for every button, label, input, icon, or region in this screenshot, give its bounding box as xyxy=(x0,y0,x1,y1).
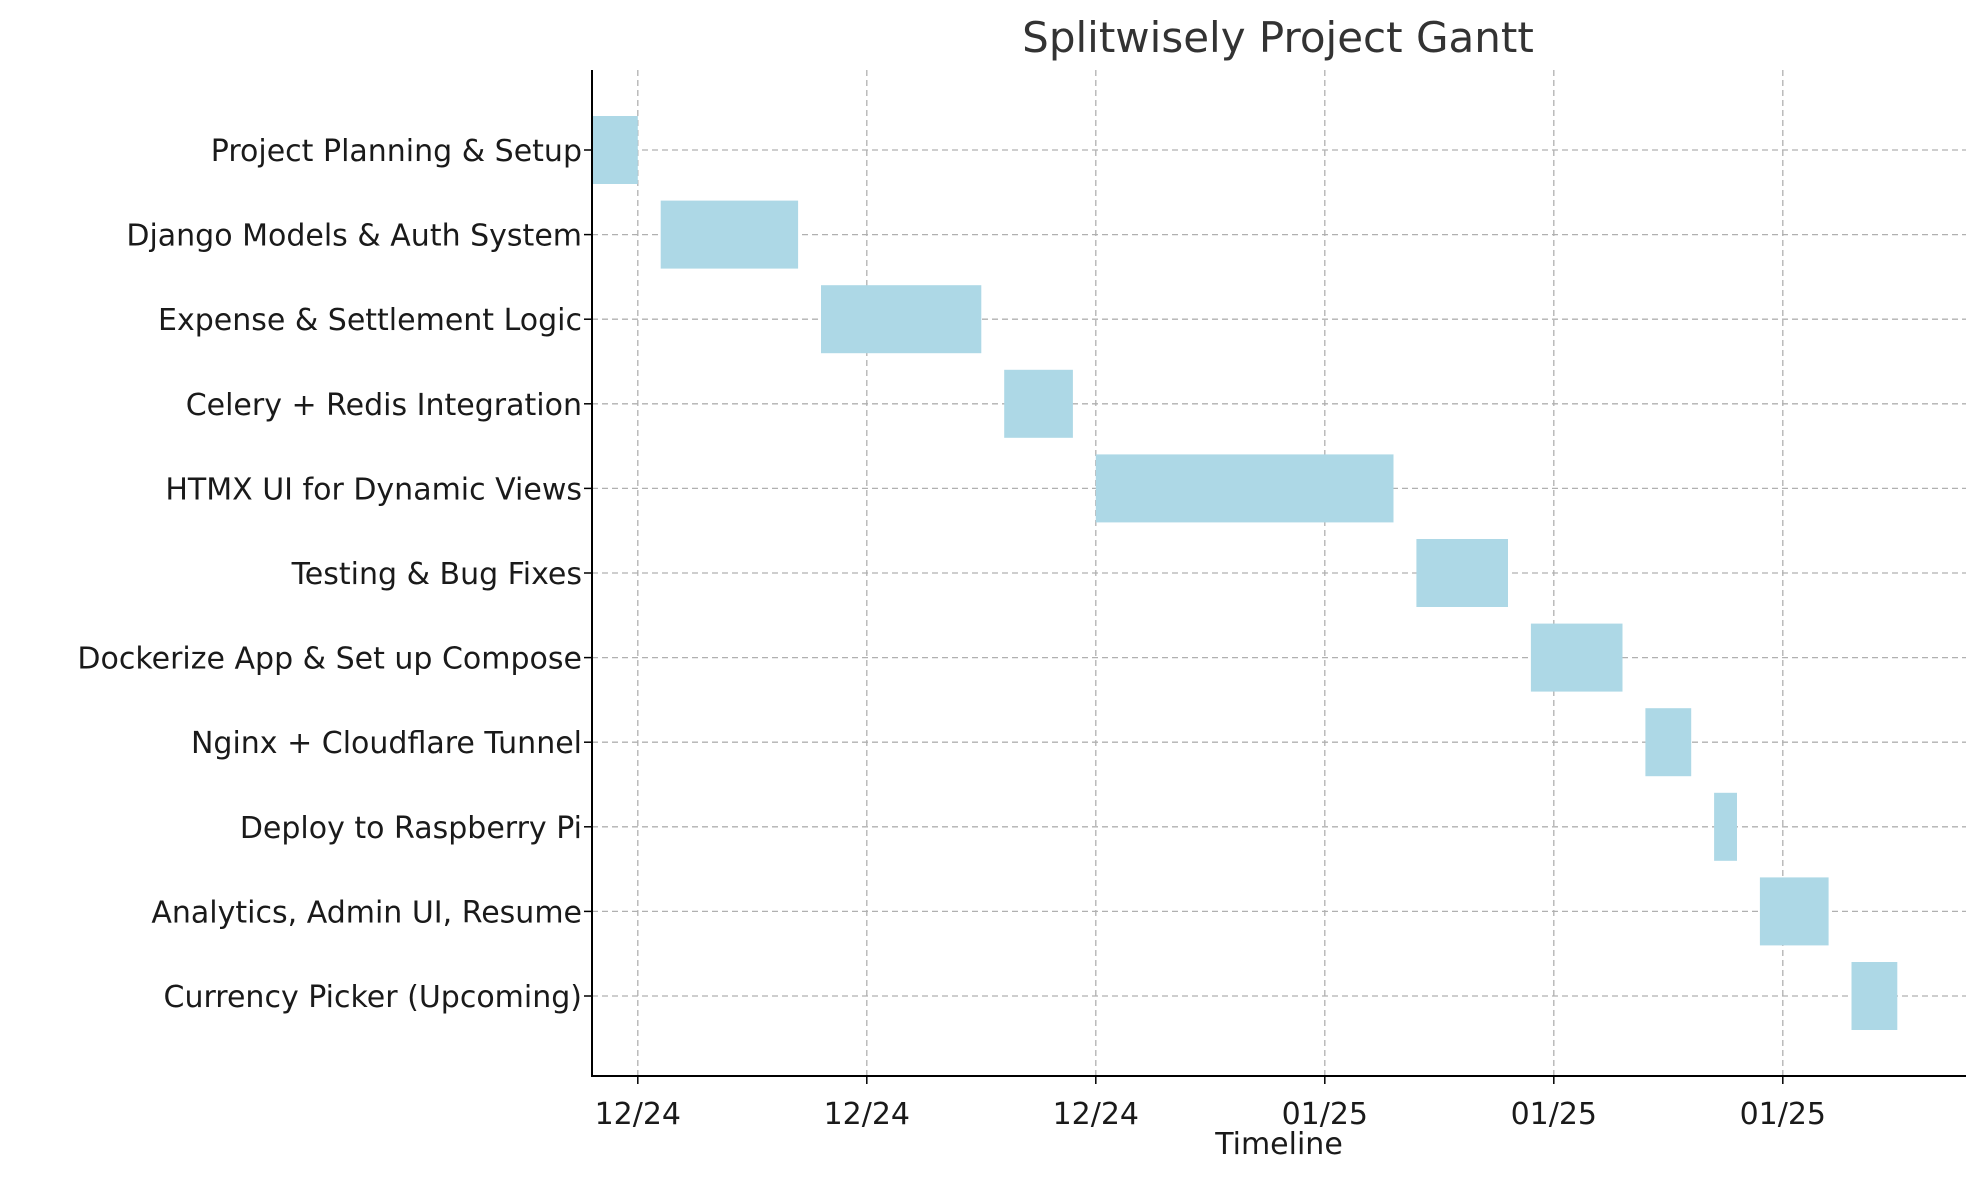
task-bar xyxy=(1530,623,1623,692)
task-bar xyxy=(1416,539,1508,607)
y-tick-label: Celery + Redis Integration xyxy=(186,388,582,423)
x-axis-label: Timeline xyxy=(1214,1127,1343,1162)
y-tick-label: Deploy to Raspberry Pi xyxy=(240,811,582,846)
y-tick-labels: Project Planning & Setup Django Models & … xyxy=(77,134,592,1015)
y-tick-label: Analytics, Admin UI, Resume xyxy=(151,895,582,930)
task-bar xyxy=(592,116,638,184)
task-bar xyxy=(1759,877,1829,946)
y-tick-label: Project Planning & Setup xyxy=(211,134,582,169)
task-bar xyxy=(660,200,799,269)
y-tick-label: Expense & Settlement Logic xyxy=(158,303,582,338)
task-bar xyxy=(1851,962,1898,1030)
grid-lines xyxy=(592,70,1966,1076)
task-bar xyxy=(1714,792,1737,861)
x-tick-label: 12/24 xyxy=(824,1097,910,1132)
task-bar xyxy=(1004,369,1073,438)
y-tick-label: HTMX UI for Dynamic Views xyxy=(165,472,582,507)
x-tick-label: 01/25 xyxy=(1282,1097,1368,1132)
y-tick-label: Currency Picker (Upcoming) xyxy=(164,980,582,1015)
y-tick-label: Testing & Bug Fixes xyxy=(291,557,582,592)
task-bar xyxy=(1645,708,1692,777)
task-bar xyxy=(821,285,982,354)
x-tick-labels: 12/24 12/24 12/24 01/25 01/25 01/25 xyxy=(595,1076,1826,1132)
x-tick-label: 01/25 xyxy=(1511,1097,1597,1132)
y-tick-label: Dockerize App & Set up Compose xyxy=(77,642,582,677)
task-bars xyxy=(592,116,1898,1030)
x-tick-label: 01/25 xyxy=(1740,1097,1826,1132)
y-tick-label: Nginx + Cloudflare Tunnel xyxy=(191,726,582,761)
chart-title: Splitwisely Project Gantt xyxy=(1022,13,1534,62)
x-tick-label: 12/24 xyxy=(1053,1097,1139,1132)
x-tick-label: 12/24 xyxy=(595,1097,681,1132)
y-tick-label: Django Models & Auth System xyxy=(126,219,582,254)
task-bar xyxy=(1095,454,1394,523)
